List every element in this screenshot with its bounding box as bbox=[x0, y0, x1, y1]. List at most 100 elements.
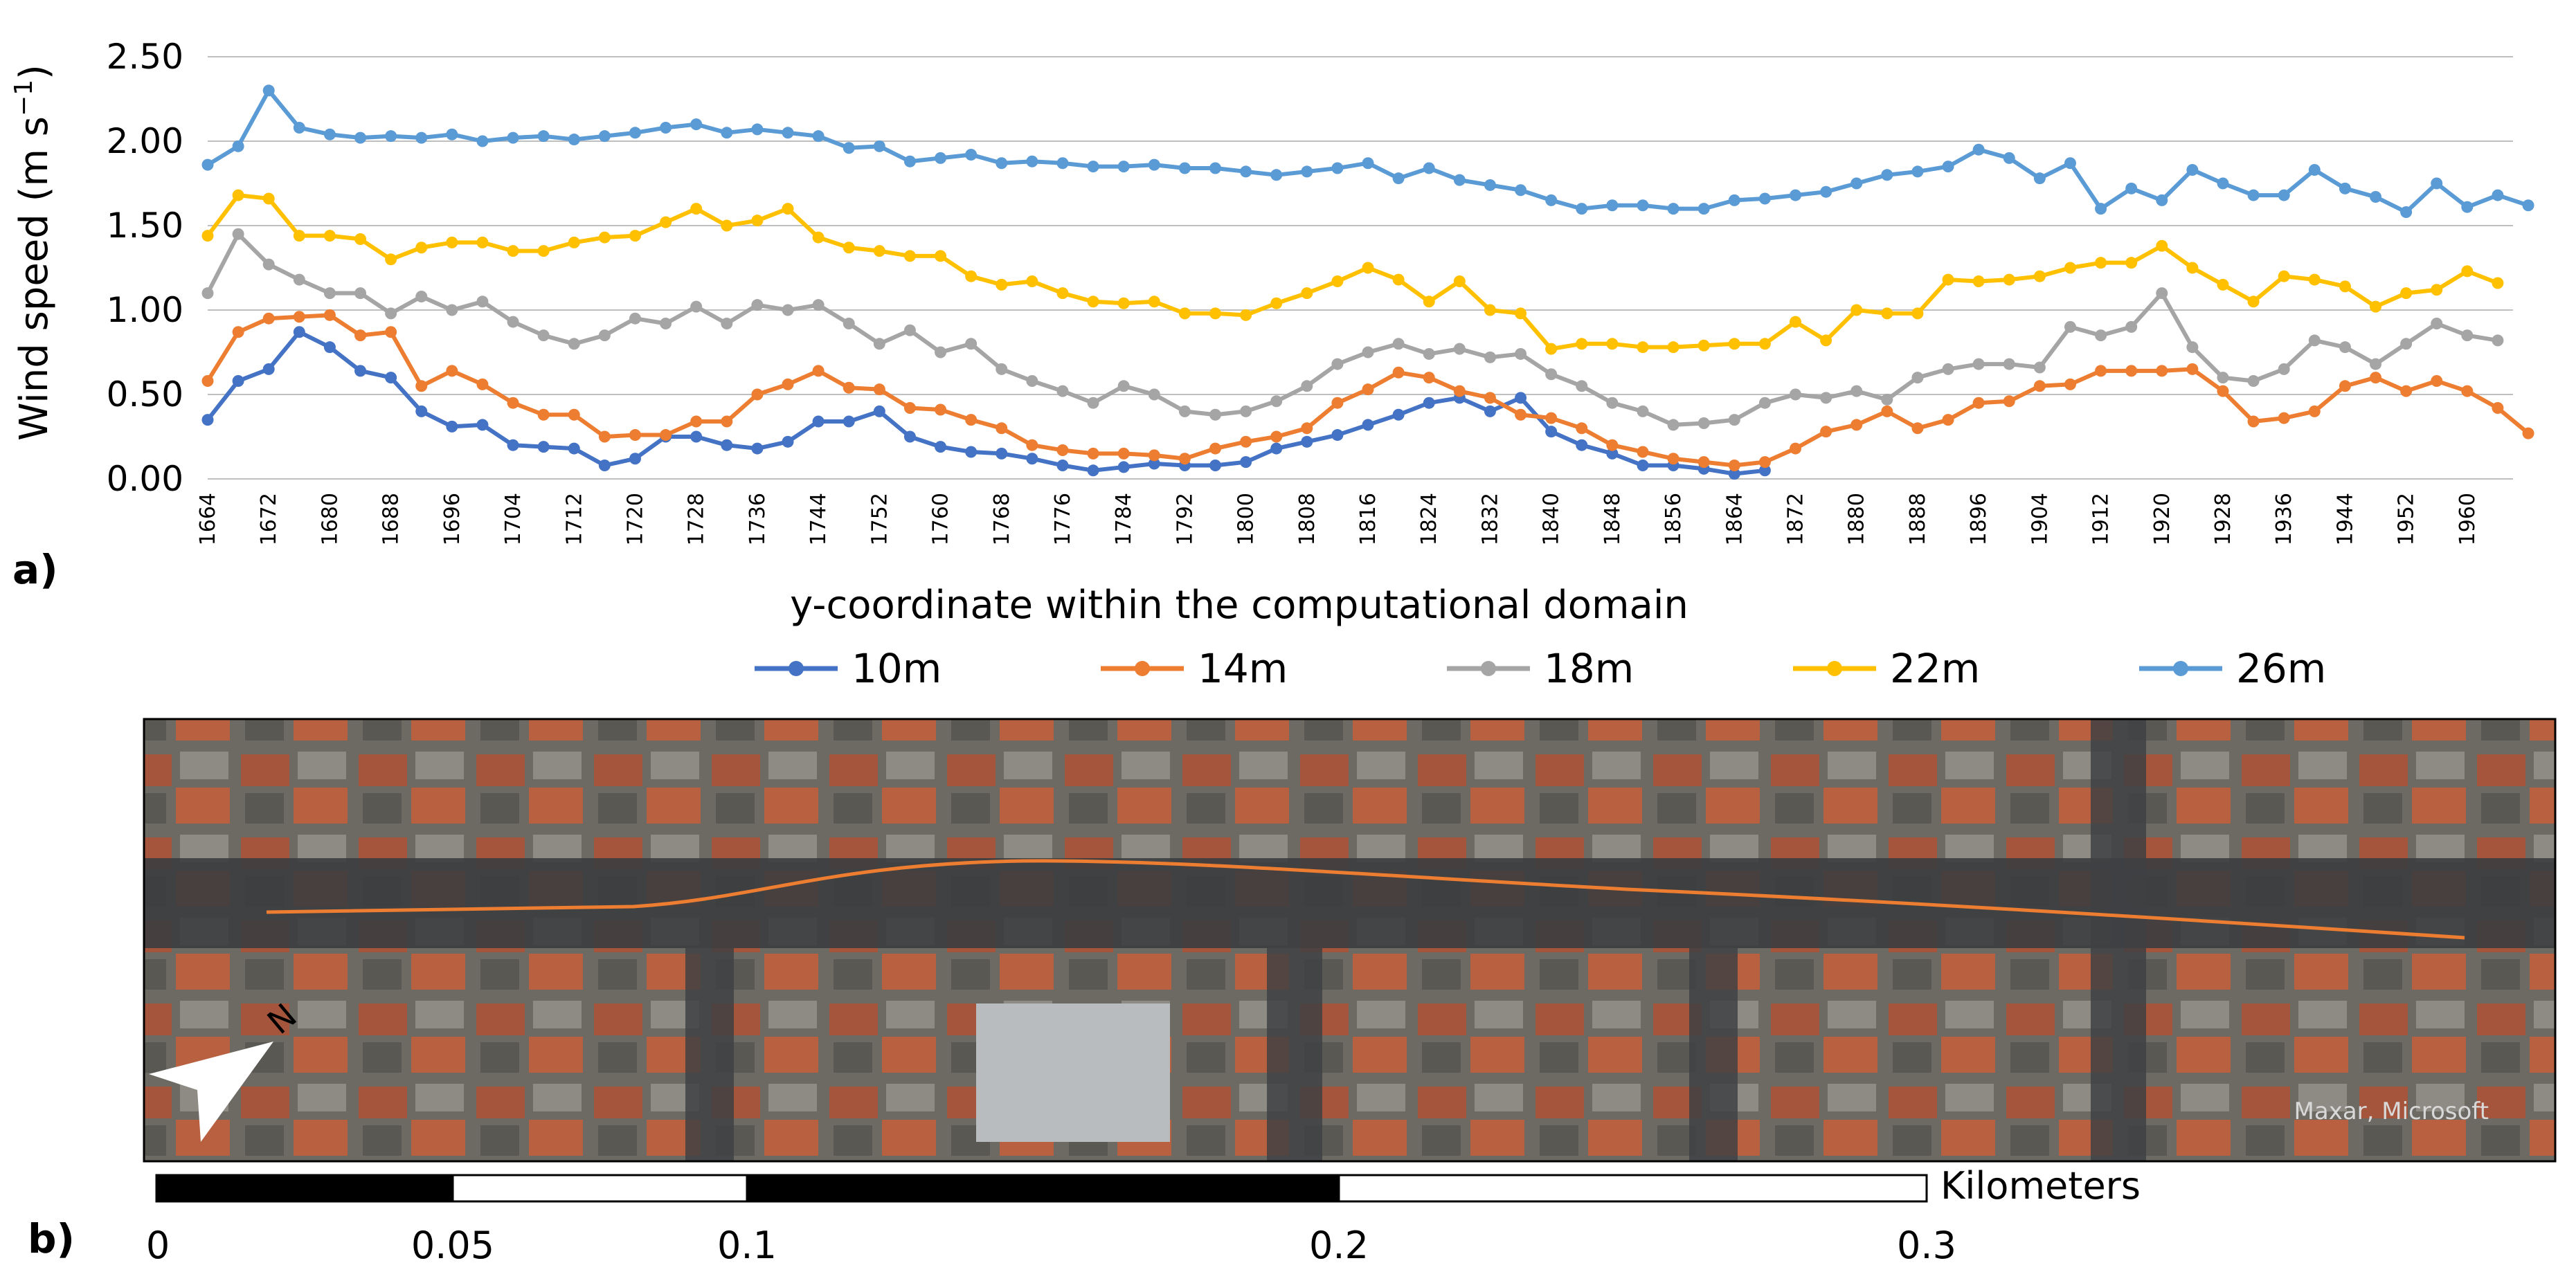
point-18m-1668 bbox=[232, 228, 244, 240]
point-26m-1704 bbox=[507, 131, 519, 144]
point-18m-1696 bbox=[446, 304, 458, 316]
point-14m-1756 bbox=[903, 402, 916, 415]
point-22m-1960 bbox=[2461, 265, 2474, 278]
point-14m-1956 bbox=[2431, 374, 2443, 387]
series-18m bbox=[201, 228, 2504, 431]
point-18m-1920 bbox=[2156, 287, 2168, 300]
x-tick-label-1888: 1888 bbox=[1906, 493, 1930, 545]
scale-tick-0.05: 0.05 bbox=[411, 1224, 494, 1267]
point-26m-1908 bbox=[2064, 157, 2076, 170]
point-22m-1860 bbox=[1697, 339, 1710, 352]
x-tick-label-1696: 1696 bbox=[440, 493, 465, 545]
point-18m-1692 bbox=[415, 290, 428, 302]
point-26m-1964 bbox=[2492, 189, 2504, 201]
point-26m-1812 bbox=[1331, 162, 1344, 174]
point-26m-1856 bbox=[1667, 203, 1679, 215]
point-26m-1696 bbox=[446, 128, 458, 140]
point-10m-1688 bbox=[385, 372, 397, 384]
point-26m-1960 bbox=[2461, 201, 2474, 213]
point-22m-1888 bbox=[1911, 307, 1924, 320]
point-26m-1672 bbox=[262, 84, 275, 97]
point-22m-1784 bbox=[1117, 297, 1130, 309]
point-22m-1916 bbox=[2125, 257, 2138, 269]
point-18m-1812 bbox=[1331, 358, 1344, 370]
point-18m-1804 bbox=[1270, 395, 1283, 408]
point-18m-1824 bbox=[1423, 347, 1435, 360]
point-22m-1780 bbox=[1087, 296, 1099, 308]
point-18m-1892 bbox=[1942, 363, 1954, 375]
legend-marker-14m bbox=[1135, 661, 1150, 676]
point-26m-1760 bbox=[935, 152, 947, 164]
point-10m-1744 bbox=[812, 415, 825, 428]
legend-label-18m: 18m bbox=[1544, 645, 1634, 692]
point-26m-1940 bbox=[2308, 163, 2321, 176]
y-tick-label-4: 2.00 bbox=[107, 121, 183, 161]
point-14m-1688 bbox=[385, 326, 397, 338]
point-22m-1920 bbox=[2156, 239, 2168, 252]
point-26m-1684 bbox=[354, 131, 367, 144]
point-18m-1820 bbox=[1392, 338, 1405, 350]
point-18m-1936 bbox=[2278, 363, 2290, 375]
point-14m-1820 bbox=[1392, 366, 1405, 379]
point-26m-1740 bbox=[782, 127, 794, 139]
point-18m-1828 bbox=[1453, 343, 1466, 355]
x-tick-label-1672: 1672 bbox=[257, 493, 281, 545]
point-26m-1796 bbox=[1209, 162, 1221, 174]
point-18m-1880 bbox=[1850, 385, 1863, 397]
x-tick-label-1664: 1664 bbox=[196, 493, 220, 545]
point-14m-1716 bbox=[598, 430, 611, 443]
point-22m-1912 bbox=[2095, 257, 2107, 269]
x-tick-label-1736: 1736 bbox=[746, 493, 770, 545]
point-14m-1964 bbox=[2492, 402, 2504, 415]
point-14m-1708 bbox=[537, 408, 550, 421]
point-26m-1912 bbox=[2095, 203, 2107, 215]
point-10m-1696 bbox=[446, 420, 458, 433]
point-18m-1960 bbox=[2461, 329, 2474, 342]
route-line bbox=[266, 859, 2465, 940]
point-26m-1808 bbox=[1301, 165, 1313, 178]
point-26m-1776 bbox=[1056, 157, 1069, 170]
point-14m-1832 bbox=[1484, 392, 1496, 404]
point-18m-1700 bbox=[476, 296, 489, 308]
point-14m-1936 bbox=[2278, 412, 2290, 424]
x-tick-label-1880: 1880 bbox=[1845, 493, 1869, 545]
x-tick-label-1808: 1808 bbox=[1295, 493, 1319, 545]
map-credit: Maxar, Microsoft bbox=[2294, 1098, 2489, 1125]
point-10m-1740 bbox=[782, 435, 794, 448]
x-tick-label-1848: 1848 bbox=[1601, 493, 1625, 545]
point-14m-1836 bbox=[1515, 408, 1527, 421]
point-26m-1792 bbox=[1178, 162, 1191, 174]
series-26m bbox=[201, 84, 2534, 218]
point-14m-1808 bbox=[1301, 422, 1313, 435]
point-26m-1828 bbox=[1453, 174, 1466, 186]
point-14m-1760 bbox=[935, 403, 947, 416]
point-18m-1904 bbox=[2033, 361, 2046, 374]
point-22m-1676 bbox=[293, 230, 305, 242]
x-tick-label-1680: 1680 bbox=[318, 493, 342, 545]
legend-entry-14m: 14m bbox=[1101, 645, 1288, 692]
series-line-22m bbox=[206, 193, 2499, 352]
point-14m-1804 bbox=[1270, 430, 1283, 443]
x-tick-label-1816: 1816 bbox=[1356, 493, 1380, 545]
x-tick-label-1720: 1720 bbox=[623, 493, 647, 545]
point-10m-1784 bbox=[1117, 461, 1130, 473]
point-18m-1688 bbox=[385, 307, 397, 320]
point-14m-1872 bbox=[1790, 442, 1802, 455]
point-26m-1728 bbox=[690, 118, 703, 131]
y-axis-ticks: 0.00 0.50 1.00 1.50 2.00 2.50 bbox=[107, 37, 183, 499]
point-26m-1768 bbox=[996, 157, 1008, 170]
point-14m-1896 bbox=[1972, 397, 1985, 409]
point-26m-1688 bbox=[385, 130, 397, 143]
point-18m-1944 bbox=[2339, 341, 2351, 354]
x-tick-label-1744: 1744 bbox=[807, 493, 831, 545]
point-18m-1932 bbox=[2247, 374, 2260, 387]
point-18m-1684 bbox=[354, 287, 367, 300]
point-22m-1964 bbox=[2492, 277, 2504, 289]
point-26m-1852 bbox=[1637, 199, 1649, 212]
point-22m-1700 bbox=[476, 236, 489, 248]
legend-entry-18m: 18m bbox=[1447, 645, 1634, 692]
point-18m-1736 bbox=[751, 299, 764, 311]
point-14m-1664 bbox=[201, 374, 214, 387]
x-tick-label-1960: 1960 bbox=[2456, 493, 2480, 545]
point-22m-1952 bbox=[2400, 287, 2413, 300]
